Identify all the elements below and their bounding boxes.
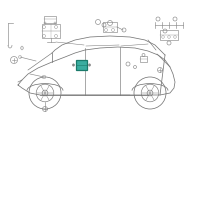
Bar	[160, 30, 178, 40]
Bar	[140, 56, 147, 62]
Bar	[76, 60, 87, 70]
Bar	[103, 22, 117, 32]
Circle shape	[72, 64, 75, 66]
Bar	[42, 24, 60, 38]
Bar	[44, 16, 56, 23]
Circle shape	[88, 64, 91, 66]
